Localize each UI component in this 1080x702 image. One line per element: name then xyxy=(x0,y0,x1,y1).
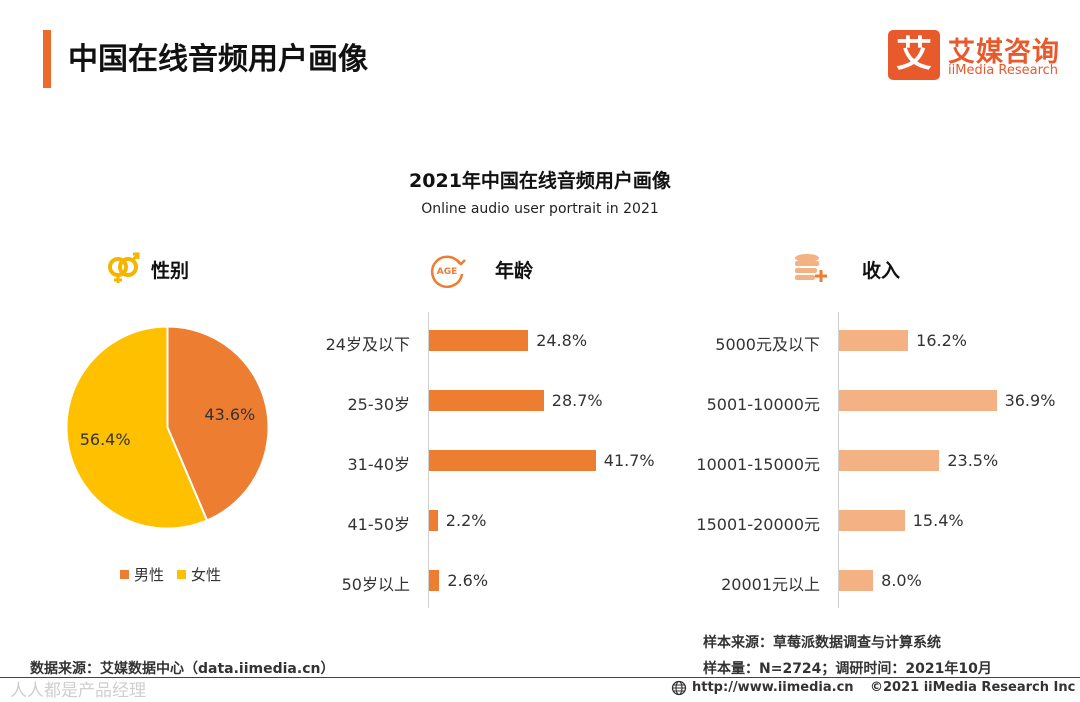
income-bar xyxy=(839,510,905,531)
pie-label-female: 56.4% xyxy=(79,430,131,450)
age-category-label: 24岁及以下 xyxy=(325,335,410,354)
age-value-label: 2.2% xyxy=(445,511,487,530)
footer-url[interactable]: http://www.iimedia.cn xyxy=(692,680,854,695)
income-value-label: 36.9% xyxy=(1004,391,1056,410)
age-category-label: 31-40岁 xyxy=(347,455,411,474)
age-bar xyxy=(429,510,438,531)
gender-icon xyxy=(105,250,141,286)
coins-plus-icon xyxy=(793,250,831,286)
legend-item-female: 女性 xyxy=(177,564,221,585)
section-title-gender: 性别 xyxy=(151,260,190,282)
age-axis-line xyxy=(428,312,429,608)
footer-divider xyxy=(0,677,1080,678)
sample-size-note: 样本量：N=2724；调研时间：2021年10月 xyxy=(703,661,992,677)
logo-text-cn: 艾媒咨询 xyxy=(948,37,1060,68)
logo-text-en: iiMedia Research xyxy=(948,63,1059,78)
income-value-label: 15.4% xyxy=(912,511,964,530)
income-category-label: 5000元及以下 xyxy=(715,335,820,354)
income-category-label: 5001-10000元 xyxy=(706,395,820,414)
age-icon-text: AGE xyxy=(437,267,458,277)
watermark: 人人都是产品经理 xyxy=(10,681,146,701)
legend-label-female: 女性 xyxy=(191,566,222,584)
age-value-label: 2.6% xyxy=(447,571,489,590)
income-category-label: 10001-15000元 xyxy=(696,455,820,474)
age-category-label: 25-30岁 xyxy=(347,395,411,414)
income-category-label: 15001-20000元 xyxy=(696,515,820,534)
chart-subtitle: Online audio user portrait in 2021 xyxy=(421,201,659,217)
logo-mark: 艾 xyxy=(888,30,940,80)
income-value-label: 16.2% xyxy=(916,331,967,350)
age-category-label: 41-50岁 xyxy=(347,515,411,534)
income-category-label: 20001元以上 xyxy=(721,575,820,594)
income-value-label: 23.5% xyxy=(947,451,999,470)
age-bar xyxy=(429,390,544,411)
income-value-label: 8.0% xyxy=(881,571,922,590)
globe-icon xyxy=(671,680,687,696)
section-title-age: 年龄 xyxy=(495,260,534,282)
section-title-income: 收入 xyxy=(862,260,901,282)
pie-slice-male xyxy=(166,325,270,522)
data-source-note: 数据来源：艾媒数据中心（data.iimedia.cn） xyxy=(30,661,335,677)
income-bar xyxy=(839,450,940,471)
income-axis-line xyxy=(838,312,839,608)
legend-item-male: 男性 xyxy=(120,564,164,585)
legend-label-male: 男性 xyxy=(134,566,165,584)
legend-swatch-female xyxy=(177,570,186,579)
age-value-label: 24.8% xyxy=(536,331,588,350)
age-bar xyxy=(429,330,529,351)
age-category-label: 50岁以上 xyxy=(341,575,410,594)
age-bar xyxy=(429,450,596,471)
income-bar xyxy=(839,570,874,591)
title-accent-bar xyxy=(43,30,51,88)
age-bar xyxy=(429,570,440,591)
page-title: 中国在线音频用户画像 xyxy=(68,42,368,77)
age-value-label: 41.7% xyxy=(603,451,655,470)
income-bar xyxy=(839,330,909,351)
gender-pie-chart xyxy=(65,325,270,530)
pie-label-male: 43.6% xyxy=(204,404,256,424)
sample-source-note: 样本来源：草莓派数据调查与计算系统 xyxy=(703,635,941,651)
legend-swatch-male xyxy=(120,570,129,579)
age-icon: AGE xyxy=(430,252,466,288)
chart-title: 2021年中国在线音频用户画像 xyxy=(409,170,671,192)
pie-slice-female xyxy=(65,325,209,530)
income-bar xyxy=(839,390,997,411)
footer-copyright: ©2021 iiMedia Research Inc xyxy=(870,680,1076,695)
age-value-label: 28.7% xyxy=(551,391,603,410)
